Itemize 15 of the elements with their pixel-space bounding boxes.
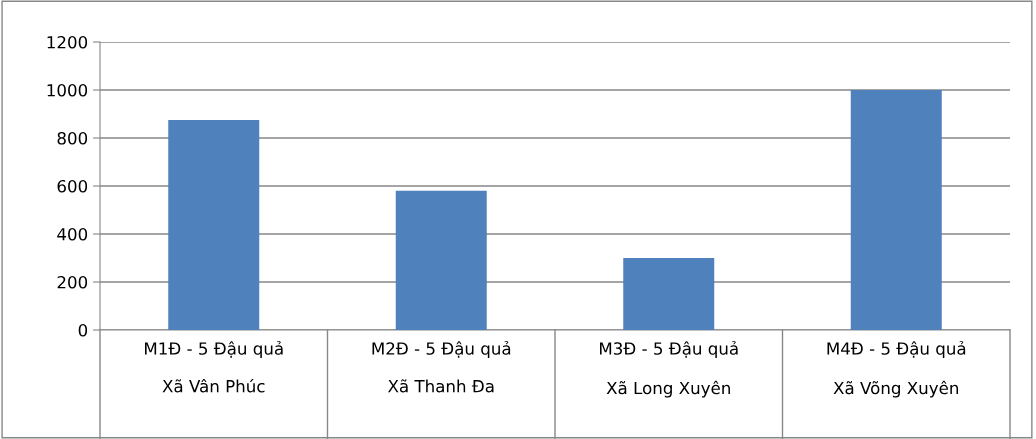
y-tick-label: 1000 xyxy=(47,83,88,97)
y-tick-label: 600 xyxy=(57,179,88,193)
bar xyxy=(850,90,942,330)
bar xyxy=(623,258,715,330)
category-label: M1Đ - 5 Đậu quả Xã Vân Phúc xyxy=(145,341,283,393)
y-tick-label: 800 xyxy=(57,131,88,145)
category-label: M4Đ - 5 Đậu quả Xã Võng Xuyên xyxy=(827,341,966,398)
bar xyxy=(395,190,487,330)
category-label: M2Đ - 5 Đậu quả Xã Thanh Đa xyxy=(372,341,511,393)
bar xyxy=(168,120,260,330)
y-tick-label: 200 xyxy=(57,275,88,289)
category-label: M3Đ - 5 Đậu quả Xã Long Xuyên xyxy=(600,341,738,398)
y-tick-label: 0 xyxy=(78,323,88,337)
y-tick-label: 400 xyxy=(57,227,88,241)
y-tick-label: 1200 xyxy=(47,35,88,49)
